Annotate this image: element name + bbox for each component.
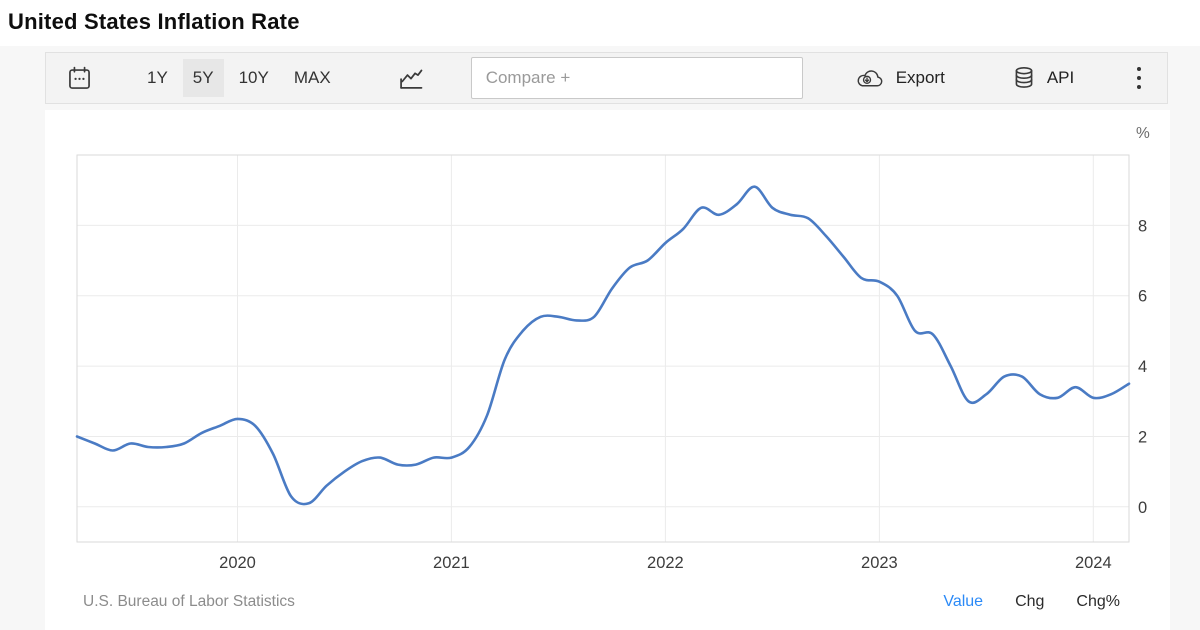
value-link[interactable]: Value [943,593,984,610]
y-tick-label: 8 [1138,217,1147,235]
y-axis-unit-label: % [1136,125,1150,142]
calendar-icon [69,66,90,89]
range-selector: 1Y 5Y 10Y MAX [137,59,341,97]
y-tick-label: 4 [1138,358,1147,376]
line-chart-icon [399,69,423,89]
range-1y-button[interactable]: 1Y [137,59,178,97]
api-label: API [1046,68,1075,87]
x-tick-label: 2024 [1075,554,1112,572]
range-5y-button[interactable]: 5Y [182,59,224,97]
kebab-menu-icon [1137,67,1141,89]
calendar-button[interactable] [66,65,93,92]
title-bar: United States Inflation Rate [0,0,1200,46]
more-options-button[interactable] [1135,64,1143,92]
x-tick-label: 2023 [861,554,898,572]
export-label: Export [895,68,945,87]
range-10y-button[interactable]: 10Y [229,59,279,97]
page-title: United States Inflation Rate [8,9,300,34]
chart-card: 0 2 4 6 8 2020 2021 2022 2023 2024% U.S. Bureau o… [45,110,1170,630]
api-button[interactable]: API [1005,64,1080,93]
y-tick-label: 2 [1138,429,1147,447]
y-tick-label: 0 [1138,499,1147,517]
inflation-series-line [75,185,1131,506]
chart-toolbar: 1Y 5Y 10Y MAX Export API [45,52,1168,104]
x-tick-label: 2020 [219,554,256,572]
export-button[interactable]: Export [847,65,951,91]
series-mode-links: Value Chg Chg% [943,593,1120,611]
source-label: U.S. Bureau of Labor Statistics [83,593,295,610]
x-tick-label: 2022 [647,554,684,572]
cloud-download-icon [857,70,883,87]
compare-input[interactable] [470,57,803,99]
chgpct-link[interactable]: Chg% [1076,593,1120,610]
x-tick-label: 2021 [433,554,470,572]
database-icon [1015,66,1033,88]
inflation-chart: 0 2 4 6 8 2020 2021 2022 2023 2024% [75,125,1150,572]
chg-link[interactable]: Chg [1015,593,1045,610]
chart-type-button[interactable] [397,65,425,91]
range-max-button[interactable]: MAX [284,59,341,97]
chart-footer: U.S. Bureau of Labor Statistics Value Ch… [45,593,1170,611]
y-tick-label: 6 [1138,288,1147,306]
plot-border [76,154,1130,543]
